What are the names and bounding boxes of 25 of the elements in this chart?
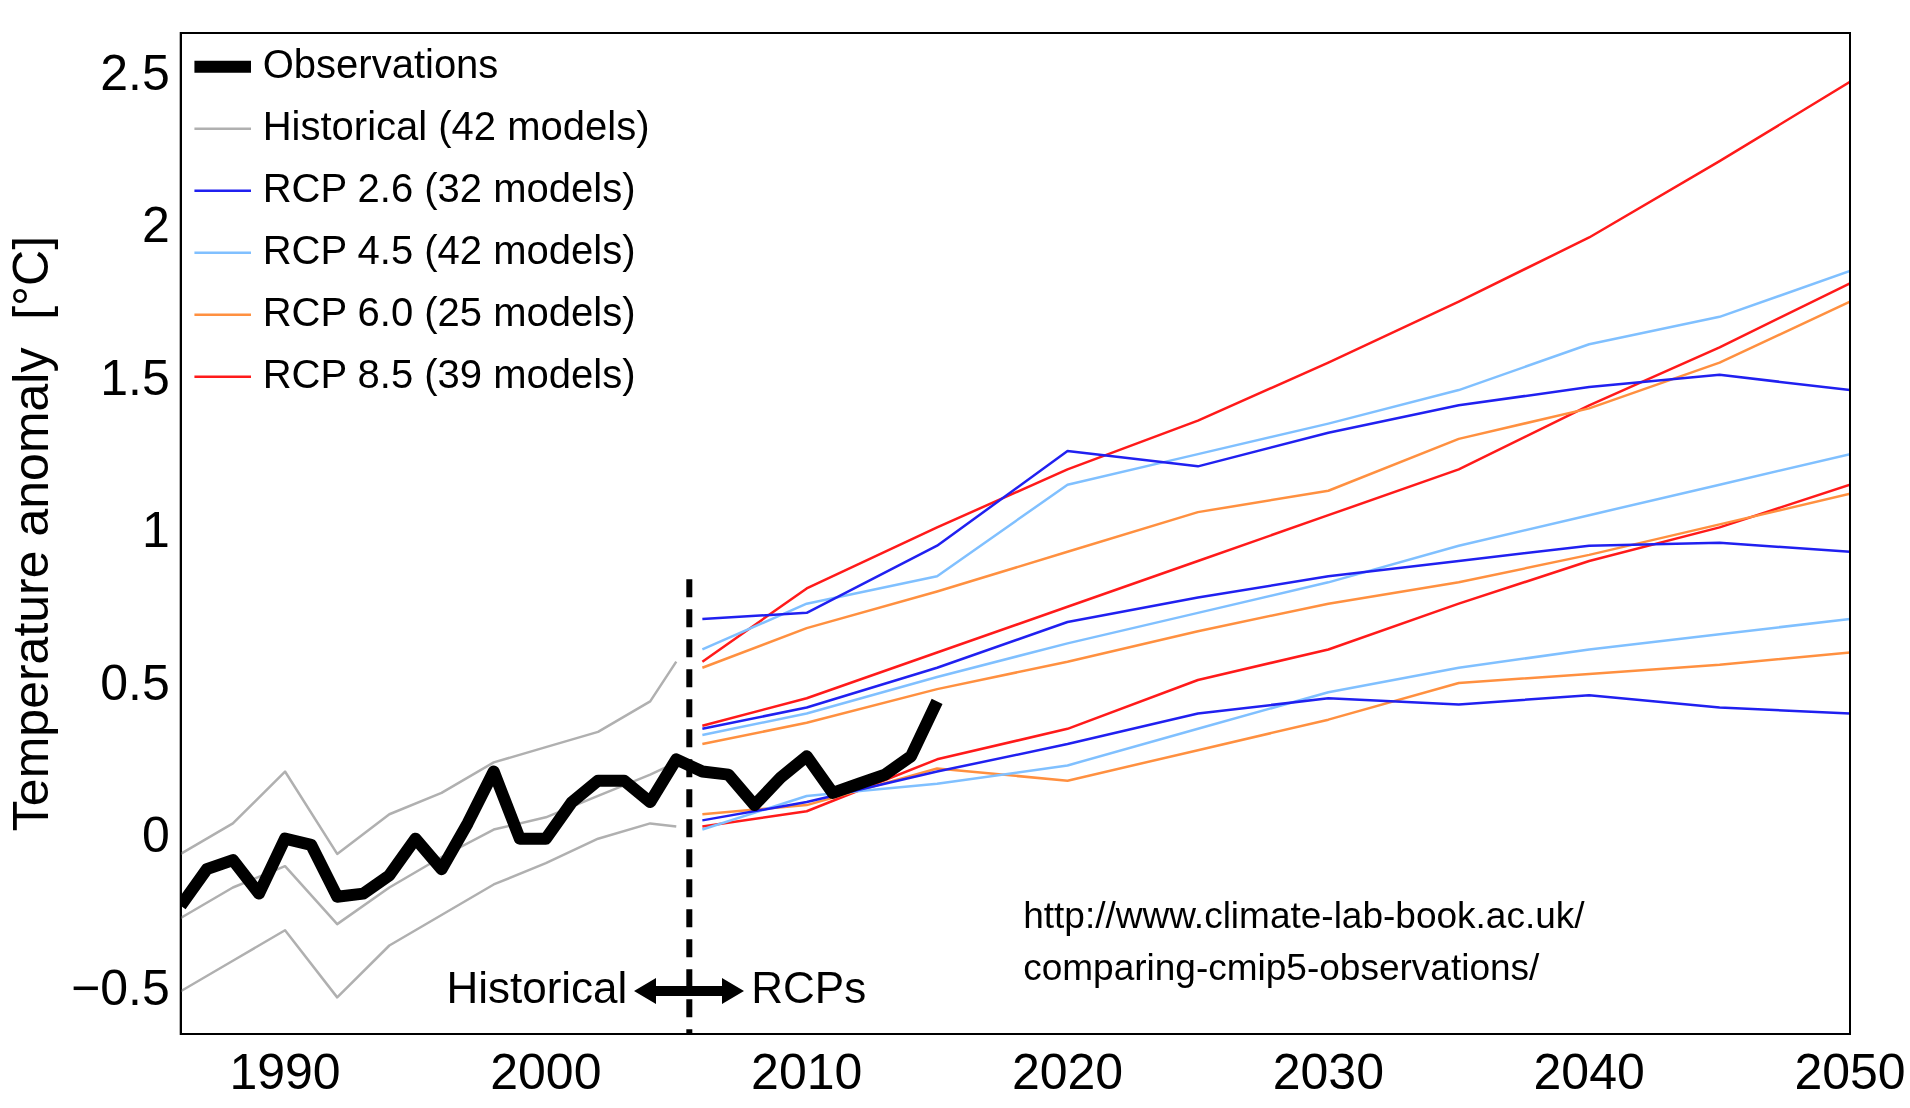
y-tick-label: 0.5 (100, 654, 170, 711)
legend-label: RCP 8.5 (39 models) (262, 351, 636, 396)
legend-label: Observations (262, 41, 499, 86)
x-tick-label: 1990 (229, 1043, 341, 1100)
y-tick-label: 1 (141, 502, 170, 559)
y-tick-label: −0.5 (70, 960, 170, 1017)
legend-label: RCP 6.0 (25 models) (262, 289, 636, 334)
y-tick-label: 2.5 (100, 44, 170, 101)
y-tick-label: 2 (141, 197, 170, 254)
legend-label: RCP 4.5 (42 models) (262, 227, 636, 272)
x-tick-label: 2030 (1272, 1043, 1384, 1100)
y-tick-label: 1.5 (100, 349, 170, 406)
legend-label: RCP 2.6 (32 models) (262, 165, 636, 210)
x-tick-label: 2020 (1011, 1043, 1124, 1100)
y-axis-title: Temperature anomaly [°C] (2, 235, 59, 832)
x-tick-label: 2010 (751, 1043, 863, 1100)
x-tick-label: 2040 (1533, 1043, 1645, 1100)
x-tick-label: 2050 (1794, 1043, 1906, 1100)
legend-label: Historical (42 models) (262, 103, 650, 148)
annotation: RCPs (751, 963, 867, 1013)
annotation: comparing-cmip5-observations/ (1023, 947, 1541, 989)
y-tick-label: 0 (141, 807, 170, 864)
annotation: Historical (446, 963, 628, 1013)
annotation: http://www.climate-lab-book.ac.uk/ (1023, 895, 1586, 937)
x-tick-label: 2000 (490, 1043, 602, 1100)
